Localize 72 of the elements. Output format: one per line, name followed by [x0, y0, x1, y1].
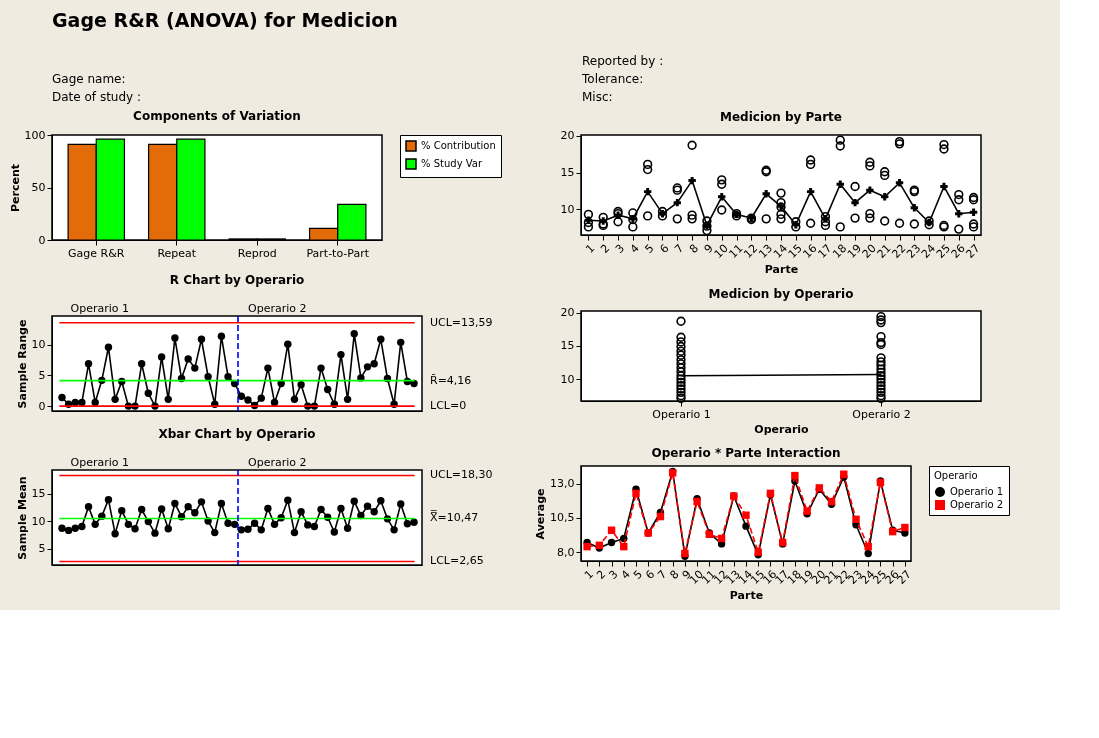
text: Date of study : [52, 90, 142, 104]
y-tick-label: 20 [560, 129, 575, 143]
x-tick-label: 2 [594, 567, 609, 582]
y-axis-title: Percent [8, 163, 22, 213]
chart-title: Medicion by Operario [708, 286, 854, 301]
legend-label: % Study Var [421, 158, 483, 169]
x-tick-label: 1 [583, 241, 598, 256]
y-tick-label: 15 [560, 166, 575, 179]
text: Gage name: [52, 72, 126, 86]
x-tick-label: Repeat [157, 246, 197, 260]
chart-title: R Chart by Operario [169, 273, 305, 287]
y-tick-label: 10 [560, 202, 575, 216]
y-axis-title: Average [534, 488, 548, 540]
x-tick-label: 1 [581, 567, 597, 582]
y-axis-title: Sample Range [15, 319, 29, 409]
x-tick-label: 7 [655, 567, 670, 582]
y-tick-label: 10,5 [550, 511, 575, 525]
text: Tolerance: [581, 72, 644, 86]
y-tick-label: 10 [31, 514, 46, 528]
ref-line-label: LCL=2,65 [430, 554, 484, 568]
chart-title: Operario * Parte Interaction [651, 445, 841, 460]
x-tick-label: 6 [657, 241, 672, 256]
y-tick-label: 0 [38, 399, 46, 413]
y-tick-label: 0 [38, 233, 46, 247]
x-axis-title: Parte [764, 263, 799, 277]
y-tick-label: 10 [560, 372, 575, 386]
text: Misc: [582, 90, 613, 104]
ref-line-label: X̿=10,47 [430, 510, 479, 525]
x-axis-title: Parte [729, 589, 764, 603]
ref-line-label: UCL=18,30 [430, 468, 493, 482]
text: Reported by : [582, 54, 664, 68]
chart-title: Xbar Chart by Operario [158, 427, 316, 441]
chart-title: Components of Variation [133, 109, 301, 123]
x-tick-label: 5 [642, 241, 657, 256]
x-tick-label: Reprod [237, 246, 277, 260]
y-tick-label: 5 [38, 368, 46, 382]
x-tick-label: 5 [630, 567, 645, 582]
x-tick-label: 8 [667, 567, 682, 582]
chart-title: Medicion by Parte [720, 109, 842, 124]
x-tick-label: 7 [672, 241, 687, 256]
text: Operario 2 [248, 302, 307, 315]
legend-label: Operario 1 [950, 486, 1004, 497]
x-tick-label: 8 [686, 241, 702, 256]
y-tick-label: 5 [38, 542, 46, 556]
ref-line-label: UCL=13,59 [430, 315, 493, 329]
text: Operario 1 [70, 456, 129, 469]
x-tick-label: Part-to-Part [306, 246, 370, 260]
ref-line-label: LCL=0 [430, 399, 467, 413]
y-tick-label: 15 [560, 339, 575, 353]
y-tick-label: 10 [31, 338, 46, 352]
y-tick-label: 13,0 [550, 477, 575, 491]
x-tick-label: 3 [612, 241, 628, 256]
x-tick-label: Gage R&R [68, 246, 125, 260]
x-tick-label: 4 [627, 241, 642, 256]
y-tick-label: 20 [560, 306, 575, 320]
ref-line-label: R̄=4,16 [430, 373, 472, 387]
y-tick-label: 8,0 [557, 545, 575, 559]
x-axis-title: Operario [754, 422, 810, 436]
x-tick-label: 2 [598, 241, 613, 256]
x-tick-label: 4 [618, 567, 633, 582]
y-axis-title: Sample Mean [15, 476, 29, 560]
x-tick-label: 6 [643, 567, 658, 582]
legend-label: Operario 2 [950, 499, 1004, 510]
legend-label: % Contribution [421, 140, 496, 151]
y-tick-label: 100 [24, 128, 46, 142]
y-tick-label: 15 [31, 487, 46, 501]
x-tick-label: 3 [606, 567, 621, 582]
legend-title: Operario [934, 470, 978, 481]
text: Operario 2 [248, 456, 307, 469]
y-tick-label: 50 [31, 181, 46, 194]
text: Operario 1 [70, 302, 129, 315]
text: Gage R&R (ANOVA) for Medicion [52, 9, 398, 31]
